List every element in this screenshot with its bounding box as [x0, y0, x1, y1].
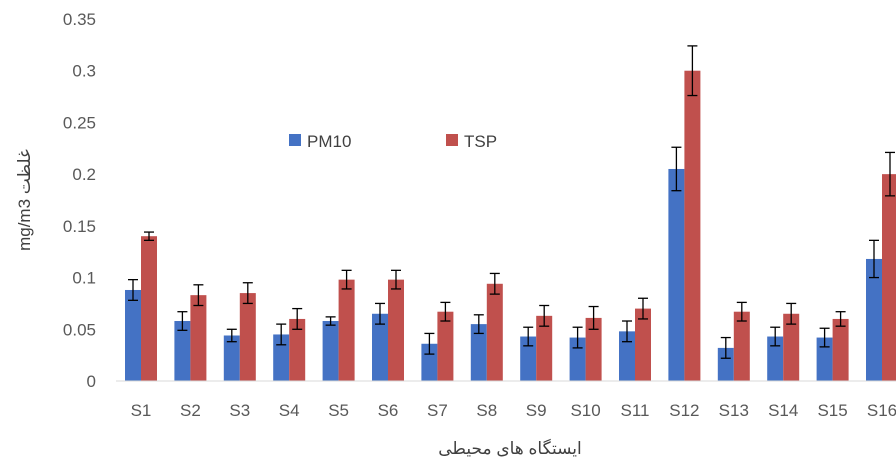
- error-bar-tsp-s9: [539, 304, 550, 327]
- bar-tsp-s4: [289, 318, 306, 381]
- bar-tsp-s2: [190, 295, 207, 381]
- bar-tsp-s9: [536, 315, 553, 381]
- x-tick-label: S5: [328, 401, 349, 420]
- error-bar-pm10-s9: [523, 326, 534, 347]
- y-tick-label: 0.25: [63, 113, 96, 132]
- legend: PM10 TSP: [289, 132, 497, 151]
- x-tick-label: S2: [180, 401, 201, 420]
- x-tick-label: S13: [719, 401, 749, 420]
- bar-pm10-s12: [668, 168, 685, 381]
- x-tick-label: S14: [768, 401, 798, 420]
- legend-label-pm10: PM10: [307, 132, 351, 151]
- error-bars: [128, 45, 895, 359]
- bar-pm10-s13: [717, 347, 734, 381]
- bar-pm10-s15: [816, 337, 833, 381]
- bar-pm10-s11: [619, 331, 635, 381]
- error-bar-pm10-s7: [424, 332, 435, 355]
- y-tick-label: 0.35: [63, 10, 96, 29]
- bar-tsp-s11: [635, 308, 651, 381]
- y-tick-label: 0.3: [72, 62, 96, 81]
- error-bar-pm10-s8: [473, 314, 484, 335]
- bar-tsp-s14: [783, 313, 800, 381]
- error-bar-tsp-s12: [687, 45, 698, 97]
- x-tick-label: S1: [131, 401, 152, 420]
- x-tick-label: S9: [526, 401, 547, 420]
- error-bar-pm10-s14: [770, 326, 781, 347]
- x-tick-label: S7: [427, 401, 448, 420]
- bar-tsp-s13: [733, 311, 750, 381]
- bar-tsp-s12: [684, 70, 701, 381]
- bar-tsp-s7: [437, 311, 454, 381]
- error-bar-pm10-s6: [375, 302, 385, 325]
- error-bar-pm10-s16: [869, 239, 879, 279]
- error-bar-pm10-s1: [128, 278, 138, 301]
- bar-pm10-s5: [322, 321, 339, 381]
- x-tick-label: S11: [621, 401, 650, 420]
- error-bar-tsp-s15: [835, 311, 846, 327]
- error-bar-tsp-s5: [341, 269, 352, 290]
- x-axis-ticks: S1 S2 S3 S4 S5 S6 S7 S8 S9 S10 S11 S12 S13 S14 S15 S16: [131, 401, 896, 420]
- bars: [125, 70, 896, 381]
- x-tick-label: S15: [817, 401, 847, 420]
- bar-tsp-s8: [486, 283, 503, 381]
- error-bar-tsp-s8: [489, 272, 500, 295]
- y-axis-title: mg/m3 غلظت: [15, 149, 34, 251]
- error-bar-tsp-s6: [391, 269, 401, 290]
- y-tick-label: 0: [87, 372, 96, 391]
- legend-label-tsp: TSP: [464, 132, 497, 151]
- error-bar-tsp-s7: [440, 301, 451, 322]
- bar-pm10-s14: [767, 336, 784, 381]
- bar-pm10-s16: [866, 258, 882, 381]
- bar-pm10-s3: [223, 335, 240, 381]
- bar-pm10-s6: [372, 313, 388, 381]
- x-tick-label: S16: [867, 401, 896, 420]
- error-bar-pm10-s5: [325, 316, 336, 326]
- bar-tsp-s6: [388, 279, 404, 381]
- error-bar-pm10-s10: [572, 326, 583, 349]
- x-tick-label: S4: [279, 401, 300, 420]
- bar-tsp-s1: [141, 236, 157, 381]
- error-bar-pm10-s2: [177, 311, 188, 331]
- x-tick-label: S8: [476, 401, 497, 420]
- legend-swatch-pm10: [289, 134, 301, 146]
- y-axis-ticks: 0 0.05 0.1 0.15 0.2 0.25 0.3 0.35: [63, 10, 96, 391]
- error-bar-pm10-s15: [819, 327, 830, 348]
- bar-pm10-s2: [174, 321, 191, 381]
- x-axis-title: ایستگاه های محیطی: [438, 438, 581, 458]
- error-bar-tsp-s11: [638, 297, 648, 320]
- bar-pm10-s8: [470, 324, 487, 381]
- bar-tsp-s15: [832, 318, 849, 381]
- y-tick-label: 0.1: [72, 269, 96, 288]
- bar-pm10-s9: [520, 336, 537, 381]
- bar-pm10-s4: [273, 334, 290, 381]
- bar-tsp-s10: [585, 317, 602, 381]
- legend-swatch-tsp: [446, 134, 458, 146]
- error-bar-tsp-s16: [885, 151, 895, 197]
- error-bar-pm10-s12: [671, 146, 682, 192]
- bar-pm10-s1: [125, 289, 141, 381]
- error-bar-pm10-s13: [720, 336, 731, 359]
- error-bar-tsp-s2: [193, 284, 204, 307]
- x-tick-label: S6: [378, 401, 399, 420]
- error-bar-tsp-s13: [736, 301, 747, 322]
- error-bar-pm10-s3: [226, 328, 237, 343]
- bar-pm10-s7: [421, 343, 438, 381]
- error-bar-tsp-s4: [292, 307, 303, 330]
- y-tick-label: 0.15: [63, 217, 96, 236]
- error-bar-tsp-s14: [786, 302, 797, 325]
- error-bar-tsp-s10: [588, 305, 599, 330]
- bar-tsp-s16: [882, 174, 896, 381]
- x-tick-label: S3: [229, 401, 250, 420]
- error-bar-tsp-s3: [242, 282, 253, 305]
- y-tick-label: 0.2: [72, 165, 96, 184]
- bar-tsp-s3: [239, 293, 256, 381]
- error-bar-pm10-s4: [276, 323, 287, 346]
- error-bar-pm10-s11: [622, 320, 632, 343]
- x-tick-label: S10: [570, 401, 600, 420]
- bar-tsp-s5: [338, 279, 355, 381]
- error-bar-tsp-s1: [144, 231, 154, 241]
- y-tick-label: 0.05: [63, 320, 96, 339]
- x-tick-label: S12: [669, 401, 699, 420]
